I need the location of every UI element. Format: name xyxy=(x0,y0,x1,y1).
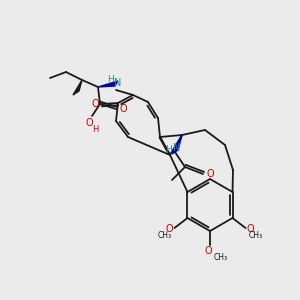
Text: N: N xyxy=(173,143,181,153)
Text: CH₃: CH₃ xyxy=(248,232,262,241)
Polygon shape xyxy=(172,135,182,154)
Polygon shape xyxy=(98,81,118,87)
Text: H: H xyxy=(92,124,98,134)
Polygon shape xyxy=(73,80,82,95)
Text: O: O xyxy=(91,99,99,109)
Text: N: N xyxy=(114,78,122,88)
Text: O: O xyxy=(204,246,212,256)
Text: H: H xyxy=(166,146,172,154)
Text: O: O xyxy=(166,224,173,234)
Text: O: O xyxy=(119,104,127,114)
Text: O: O xyxy=(247,224,254,234)
Text: CH₃: CH₃ xyxy=(214,254,228,262)
Text: O: O xyxy=(206,169,214,179)
Text: H: H xyxy=(108,76,114,85)
Text: O: O xyxy=(85,118,93,128)
Text: CH₃: CH₃ xyxy=(158,232,172,241)
